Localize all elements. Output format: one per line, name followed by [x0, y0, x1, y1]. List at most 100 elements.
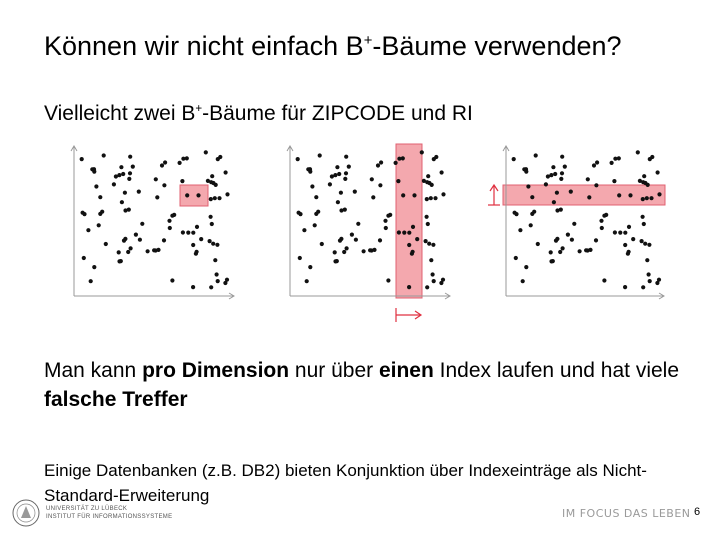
scatter-dot — [181, 156, 186, 161]
scatter-dot — [514, 212, 519, 217]
scatter-dot — [628, 193, 633, 198]
scatter-dot — [308, 265, 313, 270]
scatter-dot — [433, 196, 438, 201]
scatter-dot — [424, 197, 429, 202]
scatter-dot — [319, 241, 324, 247]
scatter-dot — [554, 190, 560, 195]
scatter-dot — [613, 156, 618, 161]
scatter-dot — [310, 184, 315, 189]
scatter-dot — [339, 208, 344, 213]
footer-university-name: UNIVERSITÄT ZU LÜBECK INSTITUT FÜR INFORM… — [46, 505, 172, 521]
scatter-dot — [397, 156, 402, 161]
scatter-dot — [86, 228, 91, 233]
scatter-dot — [338, 190, 343, 195]
scatter-dot — [121, 171, 126, 177]
scatter-dot — [333, 173, 338, 178]
para1-text-1: Man kann — [44, 359, 143, 382]
scatter-dot — [439, 280, 444, 286]
paragraph-dimension-index: Man kann pro Dimension nur über einen In… — [44, 356, 694, 414]
scatter-dot — [429, 258, 434, 263]
text-mask — [62, 128, 88, 154]
scatter-dot — [377, 238, 383, 243]
scatter-dot — [599, 225, 604, 231]
scatter-dot — [647, 157, 652, 162]
scatter-dot — [410, 224, 416, 229]
scatter-dot — [383, 225, 388, 231]
scatter-dot — [208, 197, 213, 202]
scatter-dot — [593, 238, 599, 243]
scatter-dot — [117, 173, 122, 178]
scatter-dot — [346, 164, 351, 169]
scatter-dot — [400, 156, 405, 161]
scatter-dot — [314, 195, 319, 200]
scatter-dot — [631, 237, 636, 242]
title-text-rest: -Bäume verwenden? — [372, 31, 622, 61]
scatter-dot — [214, 272, 219, 277]
scatter-dot — [642, 174, 647, 179]
scatter-dot — [637, 178, 643, 183]
scatter-dot — [191, 242, 196, 248]
scatter-dot — [215, 279, 220, 284]
scatter-dot — [123, 208, 128, 213]
scatter-dot — [572, 221, 577, 226]
scatter-dot — [431, 279, 436, 284]
scatter-dot — [155, 195, 160, 200]
scatter-dot — [209, 221, 214, 227]
scatter-dot — [159, 163, 165, 168]
scatter-dot — [180, 230, 185, 235]
scatter-dot — [184, 156, 189, 161]
scatter-dot — [407, 230, 412, 235]
scatter-dot — [655, 280, 660, 286]
footer-motto: IM FOCUS DAS LEBEN — [562, 507, 691, 520]
scatter-dot — [560, 246, 565, 251]
scatter-dot — [167, 218, 172, 223]
scatter-dot — [423, 239, 428, 244]
plot-2-y-arrow — [286, 145, 294, 152]
scatter-dot — [215, 157, 220, 162]
scatter-dot — [533, 153, 538, 158]
scatter-dot — [520, 279, 525, 284]
scatter-dot — [212, 196, 217, 201]
subtitle-superscript: + — [195, 103, 203, 115]
university-seal-icon — [12, 499, 40, 527]
para1-text-2: nur über — [289, 359, 379, 382]
scatter-dot — [98, 195, 103, 200]
plot-3 — [488, 145, 666, 300]
scatter-dot — [641, 285, 646, 290]
scatter-dot — [388, 212, 393, 217]
scatter-dot — [332, 250, 337, 255]
plot-2 — [286, 143, 451, 322]
scatter-dot — [361, 249, 366, 254]
scatter-dot — [565, 232, 571, 237]
scatter-dot — [646, 272, 651, 277]
subtitle-text: Vielleicht zwei B — [44, 102, 196, 125]
scatter-dot — [312, 223, 317, 228]
plot-1-y-arrow — [70, 145, 78, 152]
plot-1-query-box — [179, 184, 209, 207]
scatter-dot — [645, 258, 650, 263]
scatter-dot — [427, 180, 432, 186]
scatter-dot — [639, 239, 644, 244]
scatter-dot — [375, 163, 381, 168]
scatter-dot — [431, 242, 436, 247]
scatter-dot — [553, 238, 559, 243]
scatter-dot — [121, 238, 127, 243]
scatter-dot — [122, 190, 127, 195]
scatter-dot — [439, 170, 444, 175]
scatter-dot — [225, 192, 230, 197]
plot-1-x-arrow — [228, 292, 235, 300]
scatter-dot — [427, 241, 432, 246]
scatter-dot — [569, 237, 575, 242]
scatter-dot — [211, 241, 216, 246]
scatter-dot — [595, 160, 600, 165]
footer-institute: INSTITUT FÜR INFORMATIONSSYSTEME — [46, 514, 173, 520]
title-text: Können wir nicht einfach B — [44, 31, 364, 61]
scatter-dot — [425, 285, 430, 290]
scatter-dot — [379, 160, 384, 165]
scatter-dot — [343, 176, 348, 181]
scatter-dot — [428, 196, 433, 201]
scatter-dot — [612, 179, 617, 184]
scatter-dot — [335, 165, 340, 170]
subtitle-text-rest: -Bäume für ZIPCODE und RI — [202, 102, 473, 125]
